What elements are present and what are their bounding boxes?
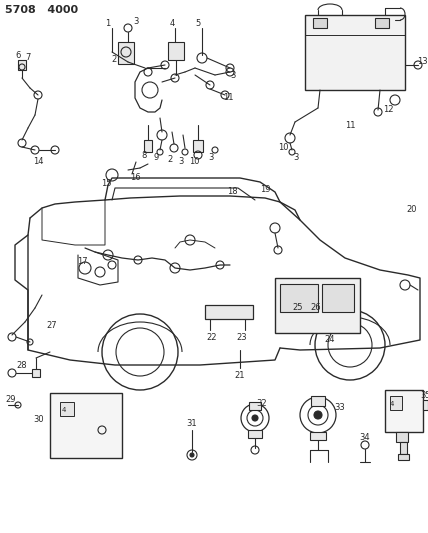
Text: 3: 3 [133, 18, 139, 27]
Bar [280, 284, 318, 312]
Text: 4: 4 [390, 401, 394, 407]
Bar [400, 442, 407, 454]
Bar [322, 284, 354, 312]
Text: 29: 29 [5, 395, 15, 405]
Text: 30: 30 [33, 416, 44, 424]
Text: 10: 10 [278, 143, 288, 152]
Text: 20: 20 [407, 206, 417, 214]
Bar [313, 18, 327, 28]
Bar [205, 305, 253, 319]
Text: 17: 17 [77, 257, 87, 266]
Circle shape [314, 411, 322, 419]
Text: 8: 8 [141, 150, 147, 159]
Text: 10: 10 [189, 157, 199, 166]
Bar [32, 369, 40, 377]
Bar [248, 430, 262, 438]
Bar [375, 18, 389, 28]
Text: 2: 2 [167, 156, 172, 165]
Text: 32: 32 [257, 400, 268, 408]
Text: 9: 9 [153, 154, 159, 163]
Text: 14: 14 [33, 157, 43, 166]
Text: 5: 5 [195, 19, 201, 28]
Bar [398, 454, 409, 460]
Text: 13: 13 [417, 58, 427, 67]
Text: 27: 27 [47, 320, 57, 329]
Text: 5708   4000: 5708 4000 [5, 5, 78, 15]
Text: 21: 21 [235, 370, 245, 379]
Text: 31: 31 [187, 418, 197, 427]
Text: 12: 12 [383, 106, 393, 115]
Text: 3: 3 [178, 157, 184, 166]
Text: 4: 4 [169, 19, 175, 28]
Text: 35: 35 [421, 392, 428, 400]
Bar [423, 400, 428, 410]
Text: 19: 19 [260, 185, 270, 195]
Text: 7: 7 [25, 53, 31, 62]
Text: 34: 34 [360, 433, 370, 442]
Bar [193, 140, 203, 152]
Text: 16: 16 [130, 174, 140, 182]
Text: 3: 3 [230, 70, 236, 79]
Bar [311, 396, 325, 406]
Text: 3: 3 [293, 154, 299, 163]
Text: 26: 26 [311, 303, 321, 312]
Circle shape [252, 415, 258, 421]
Bar [305, 15, 405, 90]
Circle shape [190, 453, 194, 457]
Bar [50, 393, 122, 458]
Text: 25: 25 [293, 303, 303, 312]
Text: 11: 11 [345, 120, 355, 130]
Bar [18, 60, 26, 70]
Text: 33: 33 [335, 403, 345, 413]
Text: 2: 2 [111, 55, 116, 64]
Text: 4: 4 [62, 407, 66, 413]
Text: 15: 15 [101, 179, 111, 188]
Bar [60, 402, 74, 416]
Text: 6: 6 [15, 51, 21, 60]
Text: 11: 11 [223, 93, 233, 102]
Bar [310, 432, 326, 440]
Bar [168, 42, 184, 60]
Text: 24: 24 [325, 335, 335, 344]
Text: 28: 28 [17, 360, 27, 369]
Bar [249, 402, 261, 410]
Bar [390, 396, 402, 410]
Bar [275, 278, 360, 333]
Bar [396, 432, 408, 442]
Bar [118, 42, 134, 64]
Text: 1: 1 [105, 20, 110, 28]
Bar [385, 390, 423, 432]
Text: 18: 18 [227, 188, 237, 197]
Text: 3: 3 [208, 154, 214, 163]
Text: 23: 23 [237, 334, 247, 343]
Text: 22: 22 [207, 334, 217, 343]
Bar [144, 140, 152, 152]
